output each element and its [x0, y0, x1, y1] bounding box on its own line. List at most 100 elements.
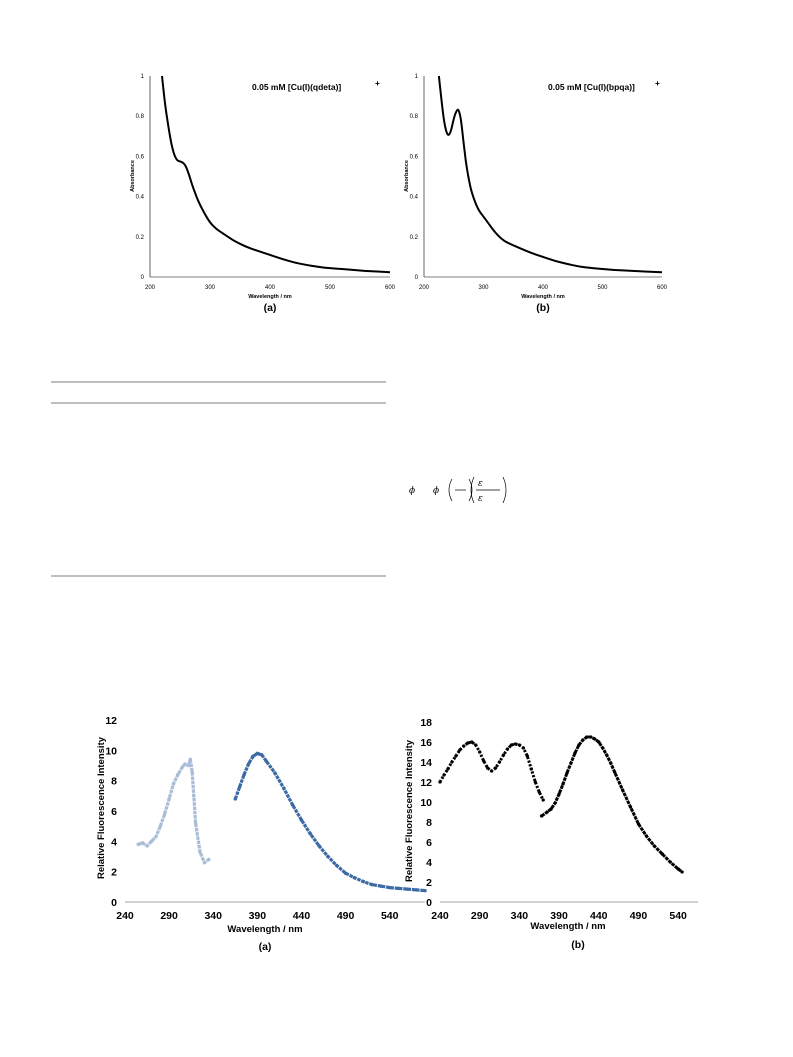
- x-tick-label: 290: [160, 910, 178, 922]
- data-point: [565, 771, 569, 775]
- data-point: [171, 781, 176, 786]
- y-tick-label: 0.6: [410, 154, 419, 160]
- data-point: [202, 860, 207, 865]
- x-tick-label: 340: [204, 910, 222, 922]
- data-point: [273, 771, 277, 775]
- x-axis-label: Wavelength / nm: [248, 294, 292, 300]
- data-point: [158, 824, 163, 828]
- chart-title: 0.05 mM [Cu(I)(bpqa)]: [548, 82, 635, 92]
- fluorescence-series-trace: [540, 735, 684, 874]
- data-point: [489, 769, 494, 773]
- data-point: [470, 740, 474, 744]
- data-point: [545, 810, 549, 814]
- data-point: [396, 886, 401, 891]
- y-tick-label: 0.4: [410, 195, 419, 201]
- x-tick-label: 440: [293, 910, 311, 922]
- data-point: [193, 821, 198, 825]
- data-point: [609, 761, 613, 765]
- data-point: [478, 750, 482, 754]
- x-tick-label: 390: [550, 910, 568, 922]
- y-tick-label: 0.8: [410, 114, 419, 120]
- y-tick-label: 6: [111, 806, 117, 818]
- data-point: [255, 751, 260, 756]
- data-point: [521, 746, 526, 750]
- data-point: [145, 844, 149, 848]
- x-tick-label: 300: [478, 285, 489, 291]
- data-point: [585, 735, 589, 739]
- data-point: [539, 814, 544, 818]
- data-point: [167, 797, 171, 801]
- y-tick-label: 0: [415, 275, 419, 281]
- data-point: [180, 765, 185, 769]
- data-point: [192, 794, 196, 798]
- equation-eps-top: ε: [478, 479, 483, 489]
- fluorescence-chart-b: Relative Fluorescence Intensity Waveleng…: [404, 717, 698, 951]
- data-point: [387, 885, 392, 890]
- data-point: [525, 754, 529, 758]
- x-tick-label: 440: [590, 910, 608, 922]
- data-point: [569, 761, 573, 765]
- x-tick-label: 540: [381, 910, 399, 922]
- data-point: [513, 742, 518, 746]
- panel-caption: (a): [264, 302, 277, 314]
- y-tick-label: 1: [141, 74, 145, 80]
- x-tick-label: 400: [265, 285, 276, 291]
- data-point: [370, 882, 374, 887]
- data-point: [264, 759, 268, 763]
- data-point: [636, 822, 641, 826]
- data-point: [485, 766, 490, 770]
- data-point: [601, 746, 605, 750]
- data-point: [482, 759, 486, 763]
- equation-phi-right: ϕ: [433, 486, 439, 496]
- data-point: [149, 839, 154, 844]
- data-point: [529, 767, 533, 771]
- data-point: [361, 879, 365, 884]
- data-point: [405, 887, 410, 891]
- x-tick-label: 600: [657, 285, 668, 291]
- data-point: [454, 754, 458, 758]
- data-point: [652, 844, 656, 848]
- data-point: [541, 798, 545, 802]
- x-tick-label: 240: [431, 910, 449, 922]
- data-point: [605, 753, 609, 757]
- data-point: [577, 743, 581, 747]
- y-tick-label: 0.6: [136, 154, 145, 160]
- fluorescence-series-trace: [137, 757, 210, 865]
- data-point: [423, 888, 427, 893]
- data-point: [442, 773, 446, 777]
- data-point: [282, 786, 286, 791]
- data-point: [162, 812, 167, 816]
- paren-right-2: [502, 476, 507, 504]
- data-point: [533, 780, 537, 784]
- data-point: [573, 751, 577, 755]
- x-tick-label: 390: [249, 910, 267, 922]
- data-point: [553, 801, 557, 805]
- data-point: [581, 738, 585, 742]
- data-point: [644, 834, 649, 838]
- data-point: [612, 770, 617, 774]
- x-tick-label: 200: [419, 285, 430, 291]
- data-point: [458, 748, 462, 752]
- data-point: [628, 805, 633, 809]
- y-tick-label: 4: [111, 836, 117, 848]
- plot-area-a: [150, 76, 390, 277]
- data-point: [557, 792, 561, 796]
- data-point: [154, 835, 158, 839]
- y-tick-label: 2: [426, 877, 432, 889]
- table-rules: [51, 381, 386, 577]
- data-point: [207, 857, 211, 862]
- absorbance-chart-b: 0.05 mM [Cu(I)(bpqa)] + Absorbance Wavel…: [404, 74, 668, 314]
- panel-caption: (b): [571, 939, 584, 951]
- y-tick-label: 16: [420, 737, 432, 749]
- absorbance-series-line: [437, 75, 663, 274]
- data-point: [509, 743, 514, 747]
- x-tick-label: 240: [116, 910, 134, 922]
- data-point: [352, 875, 357, 880]
- x-tick-label: 490: [337, 910, 355, 922]
- data-point: [233, 797, 238, 801]
- data-point: [446, 767, 450, 771]
- absorbance-chart-a: 0.05 mM [Cu(I)(qdeta)] + Absorbance Wave…: [130, 74, 396, 314]
- x-tick-label: 490: [630, 910, 648, 922]
- chart-title: 0.05 mM [Cu(I)(qdeta)]: [252, 82, 341, 92]
